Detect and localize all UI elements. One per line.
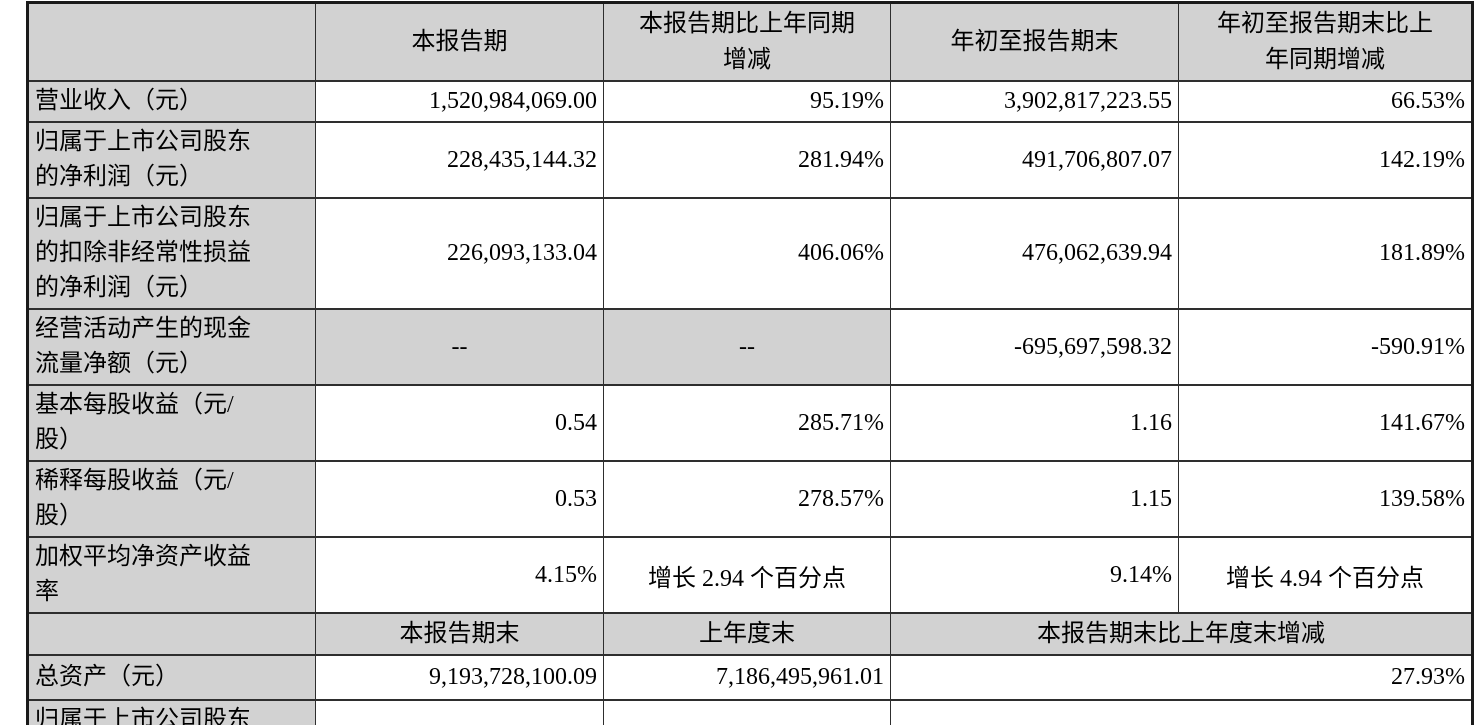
cell-ytd: 491,706,807.07 — [890, 121, 1179, 199]
row-label: 归属于上市公司股东 的净利润（元） — [27, 121, 316, 199]
cell-change-vs-prior-year-end: 27.93% — [890, 654, 1473, 701]
midheader-corner-cell — [27, 612, 316, 656]
row-label: 加权平均净资产收益 率 — [27, 536, 316, 614]
cell-yoy-change: 增长 2.94 个百分点 — [603, 536, 891, 614]
table-row-net-profit: 归属于上市公司股东 的净利润（元） 228,435,144.32 281.94%… — [27, 121, 1473, 199]
table-header-row: 本报告期 本报告期比上年同期 增减 年初至报告期末 年初至报告期末比上 年同期增… — [27, 1, 1473, 82]
cell-yoy-change-na: -- — [603, 308, 891, 386]
header-corner-cell — [27, 1, 316, 82]
cell-ytd-yoy-change: 139.58% — [1178, 460, 1473, 538]
key-financials-table: 本报告期 本报告期比上年同期 增减 年初至报告期末 年初至报告期末比上 年同期增… — [26, 1, 1474, 725]
cell-current-period: 1,520,984,069.00 — [315, 80, 604, 123]
cell-ytd: 9.14% — [890, 536, 1179, 614]
cell-current-period: 0.54 — [315, 384, 604, 462]
midheader-change-vs-prior-year-end: 本报告期末比上年度末增减 — [890, 612, 1473, 656]
table-row-total-assets: 总资产（元） 9,193,728,100.09 7,186,495,961.01… — [27, 654, 1473, 701]
table-row-weighted-avg-roe: 加权平均净资产收益 率 4.15% 增长 2.94 个百分点 9.14% 增长 … — [27, 536, 1473, 614]
row-label: 经营活动产生的现金 流量净额（元） — [27, 308, 316, 386]
cell-ytd-yoy-change: 181.89% — [1178, 197, 1473, 310]
row-label: 归属于上市公司股东 的扣除非经常性损益 的净利润（元） — [27, 197, 316, 310]
row-label: 稀释每股收益（元/ 股） — [27, 460, 316, 538]
cell-yoy-change: 406.06% — [603, 197, 891, 310]
table-row-basic-eps: 基本每股收益（元/ 股） 0.54 285.71% 1.16 141.67% — [27, 384, 1473, 462]
row-label: 营业收入（元） — [27, 80, 316, 123]
cell-ytd-yoy-change: 142.19% — [1178, 121, 1473, 199]
cell-prior-year-end: 5,126,920,733.08 — [603, 699, 891, 725]
row-label: 基本每股收益（元/ 股） — [27, 384, 316, 462]
table-row-owners-equity: 归属于上市公司股东 的所有者权益（元） 5,630,601,202.92 5,1… — [27, 699, 1473, 725]
midheader-end-of-period: 本报告期末 — [315, 612, 604, 656]
cell-current-period: 228,435,144.32 — [315, 121, 604, 199]
header-current-period: 本报告期 — [315, 1, 604, 82]
cell-ytd-yoy-change: 66.53% — [1178, 80, 1473, 123]
cell-yoy-change: 278.57% — [603, 460, 891, 538]
cell-ytd: 476,062,639.94 — [890, 197, 1179, 310]
cell-current-period: 226,093,133.04 — [315, 197, 604, 310]
cell-current-period: 4.15% — [315, 536, 604, 614]
cell-ytd: -695,697,598.32 — [890, 308, 1179, 386]
cell-end-of-period: 5,630,601,202.92 — [315, 699, 604, 725]
cell-ytd: 1.15 — [890, 460, 1179, 538]
table-row-revenue: 营业收入（元） 1,520,984,069.00 95.19% 3,902,81… — [27, 80, 1473, 123]
table-midheader-row: 本报告期末 上年度末 本报告期末比上年度末增减 — [27, 612, 1473, 656]
table-row-diluted-eps: 稀释每股收益（元/ 股） 0.53 278.57% 1.15 139.58% — [27, 460, 1473, 538]
cell-yoy-change: 95.19% — [603, 80, 891, 123]
cell-ytd: 3,902,817,223.55 — [890, 80, 1179, 123]
cell-ytd-yoy-change: -590.91% — [1178, 308, 1473, 386]
header-ytd: 年初至报告期末 — [890, 1, 1179, 82]
table-row-operating-cash-flow: 经营活动产生的现金 流量净额（元） -- -- -695,697,598.32 … — [27, 308, 1473, 386]
cell-yoy-change: 285.71% — [603, 384, 891, 462]
cell-ytd-yoy-change: 增长 4.94 个百分点 — [1178, 536, 1473, 614]
row-label: 总资产（元） — [27, 654, 316, 701]
cell-change-vs-prior-year-end: 9.82% — [890, 699, 1473, 725]
header-current-period-yoy-change: 本报告期比上年同期 增减 — [603, 1, 891, 82]
cell-current-period-na: -- — [315, 308, 604, 386]
cell-end-of-period: 9,193,728,100.09 — [315, 654, 604, 701]
header-ytd-yoy-change: 年初至报告期末比上 年同期增减 — [1178, 1, 1473, 82]
cell-prior-year-end: 7,186,495,961.01 — [603, 654, 891, 701]
cell-ytd: 1.16 — [890, 384, 1179, 462]
cell-current-period: 0.53 — [315, 460, 604, 538]
row-label: 归属于上市公司股东 的所有者权益（元） — [27, 699, 316, 725]
cell-ytd-yoy-change: 141.67% — [1178, 384, 1473, 462]
midheader-prior-year-end: 上年度末 — [603, 612, 891, 656]
table-row-net-profit-excl-nonrecurring: 归属于上市公司股东 的扣除非经常性损益 的净利润（元） 226,093,133.… — [27, 197, 1473, 310]
cell-yoy-change: 281.94% — [603, 121, 891, 199]
